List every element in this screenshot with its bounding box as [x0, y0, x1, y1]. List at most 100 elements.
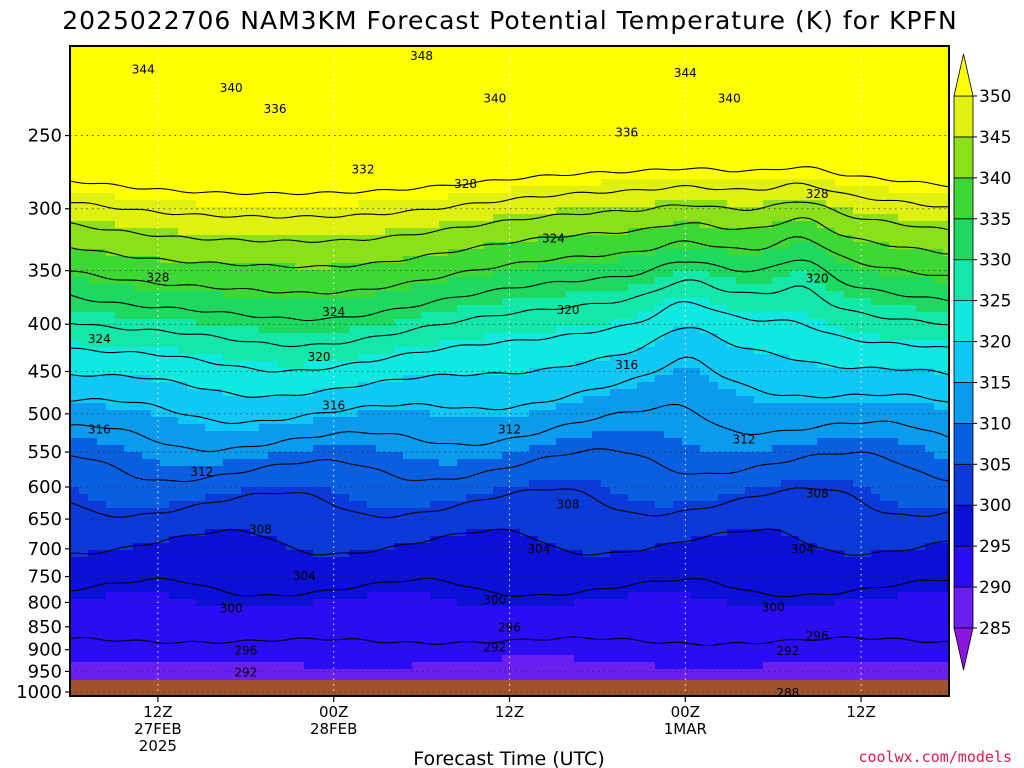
- theta-cell: [358, 186, 368, 194]
- theta-cell: [583, 200, 593, 208]
- theta-cell: [772, 235, 782, 243]
- theta-cell: [907, 165, 917, 173]
- theta-cell: [439, 165, 449, 173]
- theta-cell: [286, 81, 296, 89]
- theta-cell: [241, 375, 251, 383]
- theta-cell: [844, 284, 854, 292]
- theta-cell: [745, 207, 755, 215]
- theta-cell: [907, 291, 917, 299]
- theta-cell: [178, 242, 188, 250]
- theta-cell: [106, 158, 116, 166]
- theta-cell: [538, 123, 548, 131]
- theta-cell: [286, 95, 296, 103]
- theta-cell: [691, 88, 701, 96]
- theta-cell: [826, 95, 836, 103]
- theta-cell: [763, 207, 773, 215]
- theta-cell: [79, 347, 89, 355]
- theta-cell: [853, 326, 863, 334]
- theta-cell: [250, 172, 260, 180]
- theta-cell: [592, 396, 602, 404]
- theta-cell: [664, 137, 674, 145]
- theta-cell: [412, 60, 422, 68]
- theta-cell: [673, 200, 683, 208]
- theta-cell: [637, 326, 647, 334]
- theta-cell: [547, 53, 557, 61]
- theta-cell: [304, 123, 314, 131]
- theta-cell: [484, 151, 494, 159]
- theta-cell: [466, 305, 476, 313]
- theta-cell: [871, 354, 881, 362]
- theta-cell: [178, 382, 188, 390]
- theta-cell: [88, 116, 98, 124]
- theta-cell: [799, 354, 809, 362]
- theta-cell: [493, 67, 503, 75]
- theta-cell: [403, 102, 413, 110]
- theta-cell: [97, 109, 107, 117]
- theta-cell: [646, 256, 656, 264]
- theta-cell: [583, 179, 593, 187]
- theta-cell: [511, 256, 521, 264]
- theta-cell: [754, 347, 764, 355]
- theta-cell: [259, 221, 269, 229]
- theta-cell: [637, 298, 647, 306]
- theta-cell: [592, 67, 602, 75]
- theta-cell: [799, 88, 809, 96]
- theta-cell: [394, 53, 404, 61]
- theta-cell: [169, 263, 179, 271]
- theta-cell: [547, 326, 557, 334]
- theta-cell: [313, 144, 323, 152]
- theta-cell: [385, 116, 395, 124]
- theta-cell: [97, 144, 107, 152]
- theta-cell: [97, 81, 107, 89]
- theta-cell: [790, 74, 800, 82]
- theta-cell: [844, 158, 854, 166]
- theta-cell: [781, 130, 791, 138]
- theta-cell: [196, 347, 206, 355]
- theta-cell: [925, 172, 935, 180]
- theta-cell: [619, 270, 629, 278]
- theta-cell: [682, 102, 692, 110]
- theta-cell: [790, 284, 800, 292]
- theta-cell: [196, 256, 206, 264]
- theta-cell: [448, 186, 458, 194]
- theta-cell: [295, 193, 305, 201]
- theta-cell: [457, 340, 467, 348]
- theta-cell: [439, 144, 449, 152]
- theta-cell: [574, 368, 584, 376]
- theta-cell: [727, 123, 737, 131]
- theta-cell: [934, 95, 944, 103]
- theta-cell: [349, 305, 359, 313]
- theta-cell: [268, 102, 278, 110]
- theta-cell: [493, 81, 503, 89]
- theta-cell: [178, 172, 188, 180]
- theta-cell: [718, 60, 728, 68]
- theta-cell: [187, 389, 197, 397]
- theta-cell: [277, 221, 287, 229]
- theta-cell: [259, 326, 269, 334]
- theta-cell: [430, 242, 440, 250]
- theta-cell: [619, 214, 629, 222]
- theta-cell: [835, 46, 845, 54]
- theta-cell: [799, 46, 809, 54]
- theta-cell: [925, 354, 935, 362]
- theta-cell: [844, 305, 854, 313]
- theta-cell: [115, 333, 125, 341]
- theta-cell: [205, 53, 215, 61]
- theta-cell: [709, 263, 719, 271]
- theta-cell: [592, 207, 602, 215]
- theta-cell: [889, 228, 899, 236]
- theta-cell: [718, 144, 728, 152]
- theta-cell: [511, 88, 521, 96]
- theta-cell: [349, 228, 359, 236]
- theta-cell: [466, 158, 476, 166]
- theta-cell: [772, 193, 782, 201]
- theta-cell: [394, 221, 404, 229]
- theta-cell: [124, 284, 134, 292]
- theta-cell: [97, 382, 107, 390]
- theta-cell: [736, 284, 746, 292]
- theta-cell: [232, 186, 242, 194]
- theta-cell: [232, 200, 242, 208]
- theta-cell: [223, 123, 233, 131]
- theta-cell: [583, 347, 593, 355]
- theta-cell: [637, 53, 647, 61]
